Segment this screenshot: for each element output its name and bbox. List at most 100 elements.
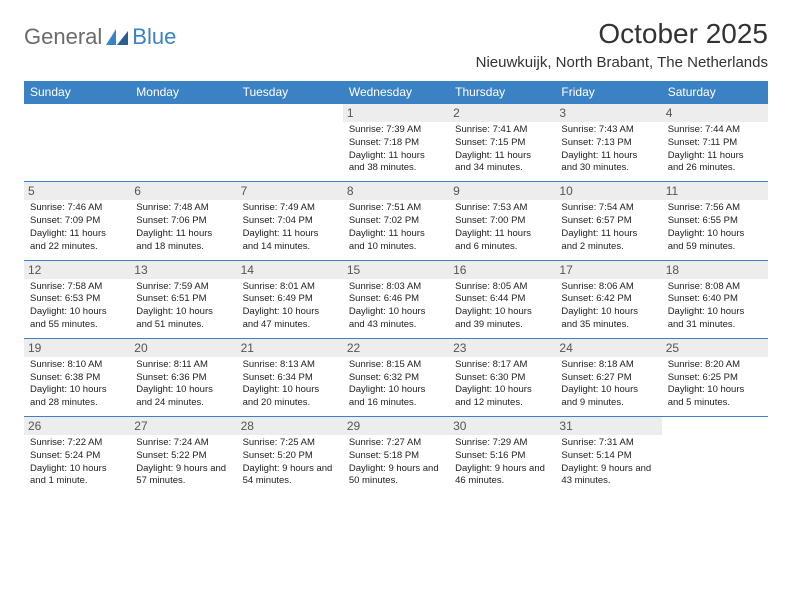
day-header: Wednesday <box>343 81 449 104</box>
day-number: 28 <box>237 417 343 435</box>
calendar-day-cell: 28 Sunrise: 7:25 AMSunset: 5:20 PMDayligh… <box>237 417 343 495</box>
logo-sail-icon <box>106 29 128 45</box>
calendar-day-cell: 5Sunrise: 7:46 AMSunset: 7:09 PMDaylight… <box>24 182 130 260</box>
day-header: Tuesday <box>237 81 343 104</box>
calendar-day-cell: 20 Sunrise: 8:11 AMSunset: 6:36 PMDayligh… <box>130 338 236 416</box>
day-details: Sunrise: 7:54 AMSunset: 6:57 PMDaylight:… <box>561 202 655 253</box>
calendar-day-cell: 29 Sunrise: 7:27 AMSunset: 5:18 PMDayligh… <box>343 417 449 495</box>
calendar-day-cell: 10 Sunrise: 7:54 AMSunset: 6:57 PMDayligh… <box>555 182 661 260</box>
calendar-body: 1 Sunrise: 7:39 AMSunset: 7:18 PMDaylight… <box>24 104 768 495</box>
calendar-day-cell: 8Sunrise: 7:51 AMSunset: 7:02 PMDaylight… <box>343 182 449 260</box>
day-details: Sunrise: 7:56 AMSunset: 6:55 PMDaylight:… <box>668 202 762 253</box>
day-header: Thursday <box>449 81 555 104</box>
location-text: Nieuwkuijk, North Brabant, The Netherlan… <box>476 54 768 71</box>
logo-text-general: General <box>24 24 102 50</box>
day-details: Sunrise: 7:25 AMSunset: 5:20 PMDaylight:… <box>243 437 337 488</box>
day-details: Sunrise: 8:10 AMSunset: 6:38 PMDaylight:… <box>30 359 124 410</box>
day-number: 25 <box>662 339 768 357</box>
calendar-day-cell: 24Sunrise: 8:18 AMSunset: 6:27 PMDayligh… <box>555 338 661 416</box>
day-number: 27 <box>130 417 236 435</box>
day-details: Sunrise: 8:13 AMSunset: 6:34 PMDaylight:… <box>243 359 337 410</box>
calendar-empty-cell <box>130 104 236 182</box>
day-details: Sunrise: 7:27 AMSunset: 5:18 PMDaylight:… <box>349 437 443 488</box>
day-number: 3 <box>555 104 661 122</box>
day-details: Sunrise: 7:46 AMSunset: 7:09 PMDaylight:… <box>30 202 124 253</box>
calendar-empty-cell <box>237 104 343 182</box>
day-details: Sunrise: 8:08 AMSunset: 6:40 PMDaylight:… <box>668 281 762 332</box>
day-details: Sunrise: 7:51 AMSunset: 7:02 PMDaylight:… <box>349 202 443 253</box>
day-number: 13 <box>130 261 236 279</box>
day-details: Sunrise: 8:11 AMSunset: 6:36 PMDaylight:… <box>136 359 230 410</box>
calendar-day-cell: 9Sunrise: 7:53 AMSunset: 7:00 PMDaylight… <box>449 182 555 260</box>
calendar-day-cell: 3 Sunrise: 7:43 AMSunset: 7:13 PMDaylight… <box>555 104 661 182</box>
calendar-day-cell: 19 Sunrise: 8:10 AMSunset: 6:38 PMDayligh… <box>24 338 130 416</box>
calendar-day-cell: 1 Sunrise: 7:39 AMSunset: 7:18 PMDaylight… <box>343 104 449 182</box>
calendar-day-cell: 23 Sunrise: 8:17 AMSunset: 6:30 PMDayligh… <box>449 338 555 416</box>
title-block: October 2025 Nieuwkuijk, North Brabant, … <box>476 18 768 71</box>
day-number: 1 <box>343 104 449 122</box>
day-number: 4 <box>662 104 768 122</box>
calendar-day-cell: 21 Sunrise: 8:13 AMSunset: 6:34 PMDayligh… <box>237 338 343 416</box>
calendar-day-cell: 30 Sunrise: 7:29 AMSunset: 5:16 PMDayligh… <box>449 417 555 495</box>
calendar-day-cell: 22Sunrise: 8:15 AMSunset: 6:32 PMDayligh… <box>343 338 449 416</box>
day-number: 29 <box>343 417 449 435</box>
day-details: Sunrise: 7:22 AMSunset: 5:24 PMDaylight:… <box>30 437 124 488</box>
day-number: 20 <box>130 339 236 357</box>
day-details: Sunrise: 7:39 AMSunset: 7:18 PMDaylight:… <box>349 124 443 175</box>
calendar-week-row: 12Sunrise: 7:58 AMSunset: 6:53 PMDayligh… <box>24 260 768 338</box>
day-number: 16 <box>449 261 555 279</box>
day-header-row: SundayMondayTuesdayWednesdayThursdayFrid… <box>24 81 768 104</box>
day-header: Saturday <box>662 81 768 104</box>
day-details: Sunrise: 7:31 AMSunset: 5:14 PMDaylight:… <box>561 437 655 488</box>
calendar-week-row: 5Sunrise: 7:46 AMSunset: 7:09 PMDaylight… <box>24 182 768 260</box>
calendar-day-cell: 14 Sunrise: 8:01 AMSunset: 6:49 PMDayligh… <box>237 260 343 338</box>
day-details: Sunrise: 8:06 AMSunset: 6:42 PMDaylight:… <box>561 281 655 332</box>
calendar-empty-cell <box>662 417 768 495</box>
calendar-day-cell: 13 Sunrise: 7:59 AMSunset: 6:51 PMDayligh… <box>130 260 236 338</box>
day-details: Sunrise: 8:17 AMSunset: 6:30 PMDaylight:… <box>455 359 549 410</box>
day-number: 15 <box>343 261 449 279</box>
calendar-day-cell: 11Sunrise: 7:56 AMSunset: 6:55 PMDayligh… <box>662 182 768 260</box>
calendar-week-row: 19 Sunrise: 8:10 AMSunset: 6:38 PMDayligh… <box>24 338 768 416</box>
day-details: Sunrise: 7:24 AMSunset: 5:22 PMDaylight:… <box>136 437 230 488</box>
day-details: Sunrise: 7:44 AMSunset: 7:11 PMDaylight:… <box>668 124 762 175</box>
day-number: 18 <box>662 261 768 279</box>
day-number: 30 <box>449 417 555 435</box>
day-details: Sunrise: 8:01 AMSunset: 6:49 PMDaylight:… <box>243 281 337 332</box>
day-number: 22 <box>343 339 449 357</box>
logo: General Blue <box>24 18 176 50</box>
day-number: 23 <box>449 339 555 357</box>
calendar-week-row: 26Sunrise: 7:22 AMSunset: 5:24 PMDayligh… <box>24 417 768 495</box>
calendar-day-cell: 26Sunrise: 7:22 AMSunset: 5:24 PMDayligh… <box>24 417 130 495</box>
day-number: 6 <box>130 182 236 200</box>
day-details: Sunrise: 8:05 AMSunset: 6:44 PMDaylight:… <box>455 281 549 332</box>
day-details: Sunrise: 7:43 AMSunset: 7:13 PMDaylight:… <box>561 124 655 175</box>
calendar-day-cell: 4 Sunrise: 7:44 AMSunset: 7:11 PMDaylight… <box>662 104 768 182</box>
day-details: Sunrise: 7:29 AMSunset: 5:16 PMDaylight:… <box>455 437 549 488</box>
logo-text-blue: Blue <box>132 24 176 50</box>
day-number: 21 <box>237 339 343 357</box>
calendar-day-cell: 31 Sunrise: 7:31 AMSunset: 5:14 PMDayligh… <box>555 417 661 495</box>
day-number: 7 <box>237 182 343 200</box>
day-details: Sunrise: 8:03 AMSunset: 6:46 PMDaylight:… <box>349 281 443 332</box>
calendar-day-cell: 18 Sunrise: 8:08 AMSunset: 6:40 PMDayligh… <box>662 260 768 338</box>
day-details: Sunrise: 7:48 AMSunset: 7:06 PMDaylight:… <box>136 202 230 253</box>
header: General Blue October 2025 Nieuwkuijk, No… <box>24 18 768 71</box>
day-details: Sunrise: 7:49 AMSunset: 7:04 PMDaylight:… <box>243 202 337 253</box>
day-number: 12 <box>24 261 130 279</box>
day-header: Sunday <box>24 81 130 104</box>
day-number: 19 <box>24 339 130 357</box>
day-details: Sunrise: 7:41 AMSunset: 7:15 PMDaylight:… <box>455 124 549 175</box>
day-details: Sunrise: 7:59 AMSunset: 6:51 PMDaylight:… <box>136 281 230 332</box>
month-title: October 2025 <box>476 18 768 50</box>
calendar-day-cell: 17Sunrise: 8:06 AMSunset: 6:42 PMDayligh… <box>555 260 661 338</box>
calendar-day-cell: 7 Sunrise: 7:49 AMSunset: 7:04 PMDaylight… <box>237 182 343 260</box>
day-header: Friday <box>555 81 661 104</box>
day-number: 14 <box>237 261 343 279</box>
calendar-day-cell: 6 Sunrise: 7:48 AMSunset: 7:06 PMDaylight… <box>130 182 236 260</box>
day-number: 31 <box>555 417 661 435</box>
day-header: Monday <box>130 81 236 104</box>
calendar-day-cell: 25Sunrise: 8:20 AMSunset: 6:25 PMDayligh… <box>662 338 768 416</box>
day-number: 9 <box>449 182 555 200</box>
day-number: 10 <box>555 182 661 200</box>
